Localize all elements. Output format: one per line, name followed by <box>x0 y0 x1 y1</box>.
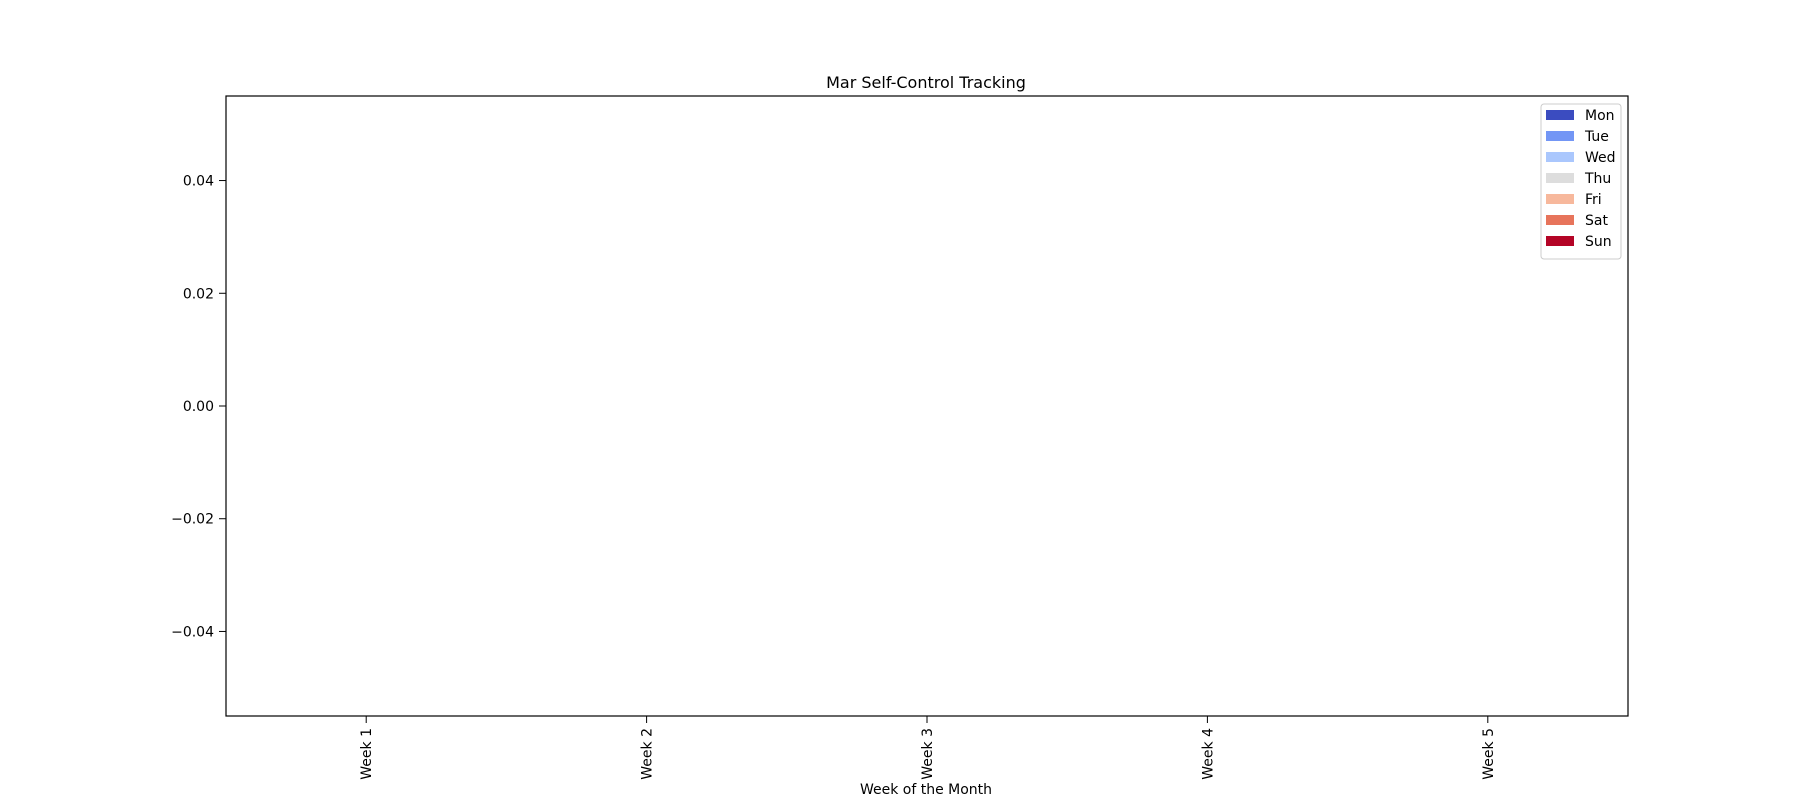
legend-label-sun: Sun <box>1585 234 1612 250</box>
axes-frame <box>225 95 1629 717</box>
y-tick-label: 0.04 <box>183 174 214 190</box>
legend-label-tue: Tue <box>1584 129 1609 145</box>
legend-swatch-sat <box>1546 215 1574 225</box>
legend-swatch-thu <box>1546 173 1574 183</box>
x-axis-label: Week of the Month <box>860 782 992 798</box>
x-tick-label: Week 2 <box>640 728 656 780</box>
legend-swatch-sun <box>1546 236 1574 246</box>
x-tick-label: Week 1 <box>359 728 375 780</box>
x-tick-label: Week 3 <box>920 728 936 780</box>
legend-label-wed: Wed <box>1585 150 1616 166</box>
legend-label-sat: Sat <box>1585 213 1608 229</box>
plot-area: −0.04 −0.02 0.00 0.02 0.04 Week 1 Week 2 Week 3… <box>171 95 1629 780</box>
legend-label-mon: Mon <box>1585 108 1615 124</box>
x-tick-label: Week 4 <box>1200 728 1216 780</box>
legend: Mon Tue Wed Thu Fri Sat Sun <box>1540 103 1622 260</box>
legend-swatch-mon <box>1546 110 1574 120</box>
legend-label-fri: Fri <box>1585 192 1602 208</box>
y-tick-label: 0.02 <box>183 286 214 302</box>
y-tick-label: −0.02 <box>171 512 214 528</box>
y-tick-label: 0.00 <box>183 399 214 415</box>
legend-swatch-fri <box>1546 194 1574 204</box>
legend-swatch-wed <box>1546 152 1574 162</box>
legend-label-thu: Thu <box>1584 171 1611 187</box>
y-tick-label: −0.04 <box>171 624 214 640</box>
x-tick-label: Week 5 <box>1481 728 1497 780</box>
legend-swatch-tue <box>1546 131 1574 141</box>
chart-title: Mar Self-Control Tracking <box>826 73 1026 92</box>
